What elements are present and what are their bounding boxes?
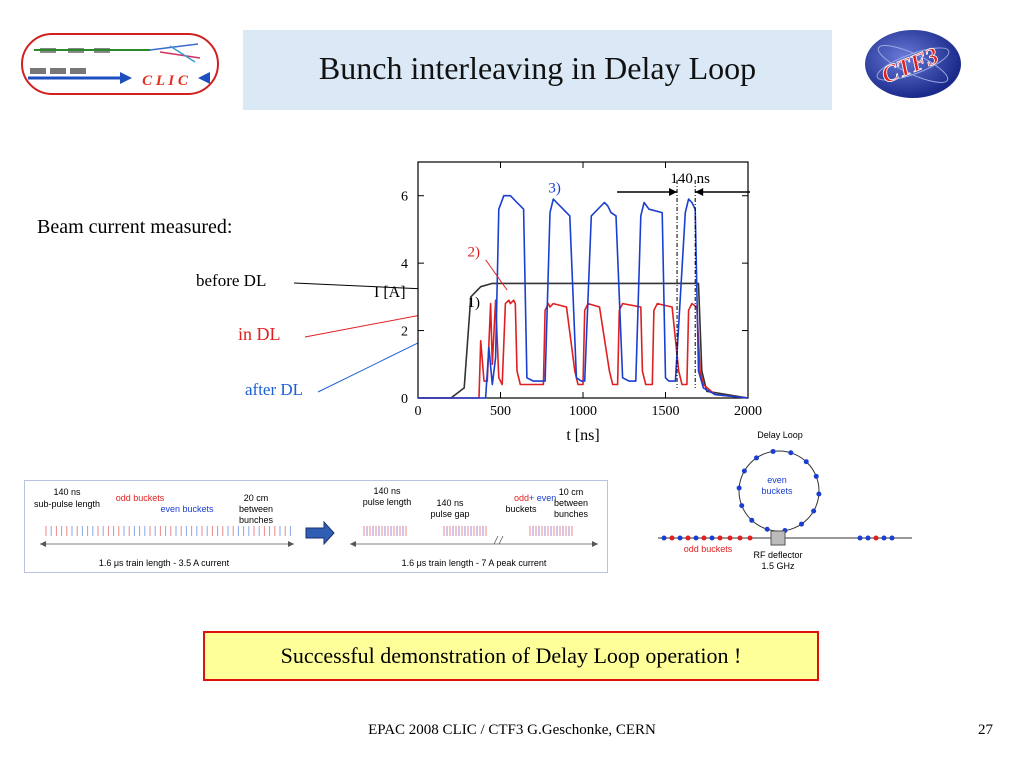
x-tick-label: 2000 — [734, 404, 762, 419]
series-line-1 — [418, 282, 749, 399]
left-spacing-1: 20 cm — [244, 493, 269, 503]
x-axis-label: t [ns] — [566, 427, 599, 444]
line-bunch — [661, 535, 667, 541]
bunch-structure-diagram: 140 ns sub-pulse length odd buckets even… — [24, 480, 608, 573]
line-bunch — [717, 535, 723, 541]
y-tick-label: 6 — [401, 190, 408, 205]
right-odd-even: odd+ even — [514, 493, 556, 503]
line-bunch — [693, 535, 699, 541]
label-before-dl: before DL — [196, 271, 267, 290]
left-spacing-2: between — [239, 504, 273, 514]
curve2-pointer — [485, 259, 508, 291]
ring-bunch — [788, 450, 794, 456]
beam-current-chart: 0 500 1000 1500 2000 0 2 4 6 t [ns] I [A] 1) 2) 3) 14… — [374, 161, 762, 444]
left-sub-pulse-label: sub-pulse length — [34, 499, 100, 509]
series-line-2 — [418, 299, 749, 399]
line-bunch — [669, 535, 675, 541]
left-sub-pulse-value: 140 ns — [53, 487, 81, 497]
bunch-diagram-frame — [24, 480, 608, 573]
right-pulse-value: 140 ns — [373, 486, 401, 496]
ring-bunch — [753, 455, 759, 461]
left-spacing-3: bunches — [239, 515, 274, 525]
ring-bunch — [764, 526, 770, 532]
y-axis-label: I [A] — [374, 284, 406, 301]
right-gap-label: pulse gap — [430, 509, 469, 519]
curve2-annotation: 2) — [468, 244, 481, 260]
line-bunch — [685, 535, 691, 541]
delay-loop-diagram: Delay Loop even buckets odd buckets RF d… — [658, 430, 912, 571]
line-bunch — [857, 535, 863, 541]
ring-bunch — [741, 468, 747, 474]
right-gap-value: 140 ns — [436, 498, 464, 508]
title-box — [243, 30, 832, 110]
page-title: Bunch interleaving in Delay Loop — [318, 50, 757, 86]
x-tick-label: 500 — [490, 404, 511, 419]
footer: EPAC 2008 CLIC / CTF3 G.Geschonke, CERN — [368, 722, 656, 738]
x-tick-label: 1000 — [569, 404, 597, 419]
right-buckets: buckets — [505, 504, 537, 514]
line-bunch — [709, 535, 715, 541]
ring-bunch — [803, 459, 809, 465]
right-spacing-2: between — [554, 498, 588, 508]
transform-arrow-icon — [305, 520, 335, 546]
left-train-length: 1.6 μs train length - 3.5 A current — [99, 558, 230, 568]
right-spacing-3: bunches — [554, 509, 589, 519]
series-line-3 — [418, 194, 749, 399]
right-train-length: 1.6 μs train length - 7 A peak current — [402, 558, 547, 568]
x-tick-label: 0 — [415, 404, 422, 419]
ring-bunch — [799, 521, 805, 527]
delay-loop-title: Delay Loop — [757, 430, 803, 440]
width-arrowhead-right — [695, 188, 704, 196]
y-tick-label: 0 — [401, 392, 408, 407]
right-spacing-1: 10 cm — [559, 487, 584, 497]
y-tick-label: 2 — [401, 325, 408, 340]
rf-deflector-icon — [770, 530, 786, 546]
odd-buckets-label: odd buckets — [684, 544, 733, 554]
clic-logo-text: C L I C — [142, 73, 189, 89]
left-bunch-train — [45, 526, 291, 536]
line-bunch — [737, 535, 743, 541]
rf-frequency-label: 1.5 GHz — [761, 561, 795, 571]
clic-logo: C L I C — [21, 33, 219, 95]
y-tick-label: 4 — [401, 257, 408, 272]
rf-deflector-label: RF deflector — [753, 550, 802, 560]
width-annotation: 140 ns — [670, 171, 710, 187]
beam-current-label: Beam current measured: — [37, 216, 233, 238]
ring-bunch — [770, 448, 776, 454]
right-pulse-label: pulse length — [363, 497, 412, 507]
ring-bunch — [811, 508, 817, 514]
line-bunch — [701, 535, 707, 541]
curve3-annotation: 3) — [548, 180, 561, 196]
curve1-annotation: 1) — [468, 295, 481, 311]
ring-bunch — [736, 485, 742, 491]
message-box — [203, 631, 819, 681]
left-odd-buckets: odd buckets — [116, 493, 165, 503]
right-bunch-train — [363, 526, 573, 536]
even-buckets-line2: buckets — [761, 486, 793, 496]
label-after-dl: after DL — [245, 380, 304, 399]
line-bunch — [677, 535, 683, 541]
page-number: 27 — [978, 722, 993, 738]
line-bunch — [747, 535, 753, 541]
line-bunch — [865, 535, 871, 541]
ring-bunch — [813, 473, 819, 479]
ring-bunch — [816, 491, 822, 497]
label-in-dl: in DL — [238, 324, 281, 344]
x-tick-label: 1500 — [652, 404, 680, 419]
success-message: Successful demonstration of Delay Loop o… — [280, 643, 742, 668]
line-bunch — [873, 535, 879, 541]
ctf3-logo: CTF3 — [865, 30, 961, 98]
even-buckets-line1: even — [767, 475, 787, 485]
line-bunch — [727, 535, 733, 541]
ring-bunch — [739, 503, 745, 509]
line-bunch — [881, 535, 887, 541]
ring-bunch — [749, 517, 755, 523]
width-arrowhead-left — [669, 188, 678, 196]
left-even-buckets: even buckets — [160, 504, 214, 514]
line-bunch — [889, 535, 895, 541]
